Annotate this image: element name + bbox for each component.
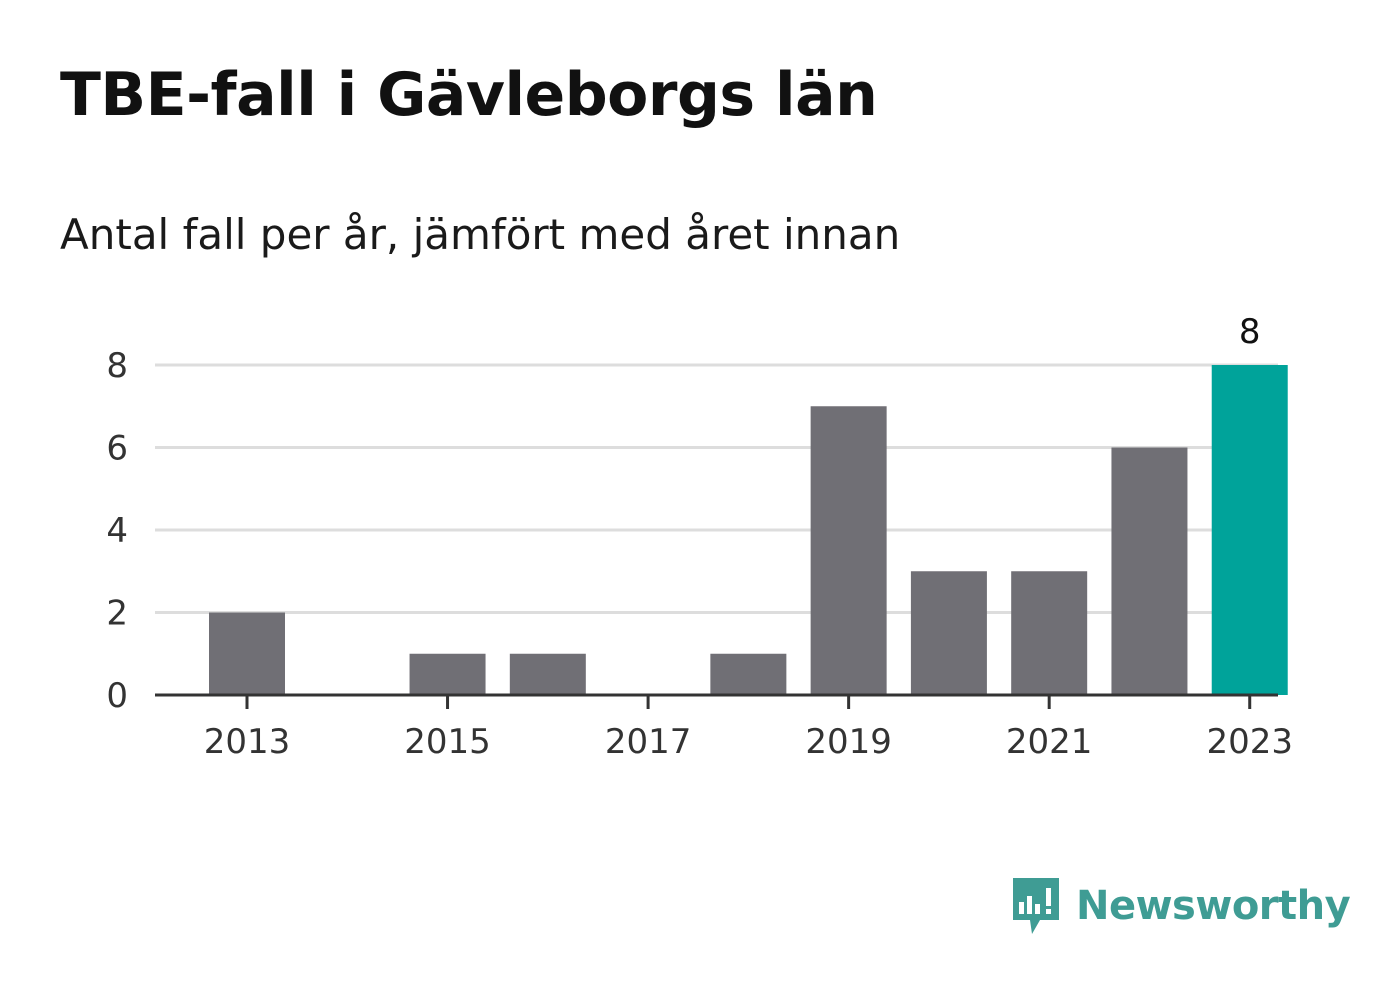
x-tick-label: 2023 [1206,722,1293,762]
chart-title: TBE-fall i Gävleborgs län [60,60,878,130]
bar [910,571,987,695]
bar-highlight [1211,365,1288,695]
data-label: 8 [1239,312,1261,352]
grid-lines [155,363,1278,614]
x-tick-label: 2015 [404,722,491,762]
labels: 0 2 4 6 8 8 2013 2015 2017 2019 2021 2023 [106,312,1293,762]
x-axis [155,693,1278,709]
x-tick-label: 2017 [605,722,692,762]
x-tick-label: 2021 [1006,722,1093,762]
bar [1011,571,1088,695]
bar [810,406,887,695]
bar [509,653,586,695]
chart-subtitle: Antal fall per år, jämfört med året inna… [60,210,901,259]
y-tick-label: 0 [106,676,128,716]
newsworthy-logo-icon [1013,878,1059,934]
newsworthy-logo: Newsworthy [1010,876,1351,936]
y-tick-label: 2 [106,594,128,634]
y-tick-label: 4 [106,511,128,551]
bar [710,653,787,695]
bar [409,653,486,695]
bar [1111,447,1188,695]
bar [209,612,285,695]
x-tick-label: 2013 [204,722,291,762]
brand-name: Newsworthy [1076,883,1351,929]
bars [209,365,1288,695]
y-tick-label: 8 [106,346,128,386]
x-tick-label: 2019 [805,722,892,762]
y-tick-label: 6 [106,429,128,469]
